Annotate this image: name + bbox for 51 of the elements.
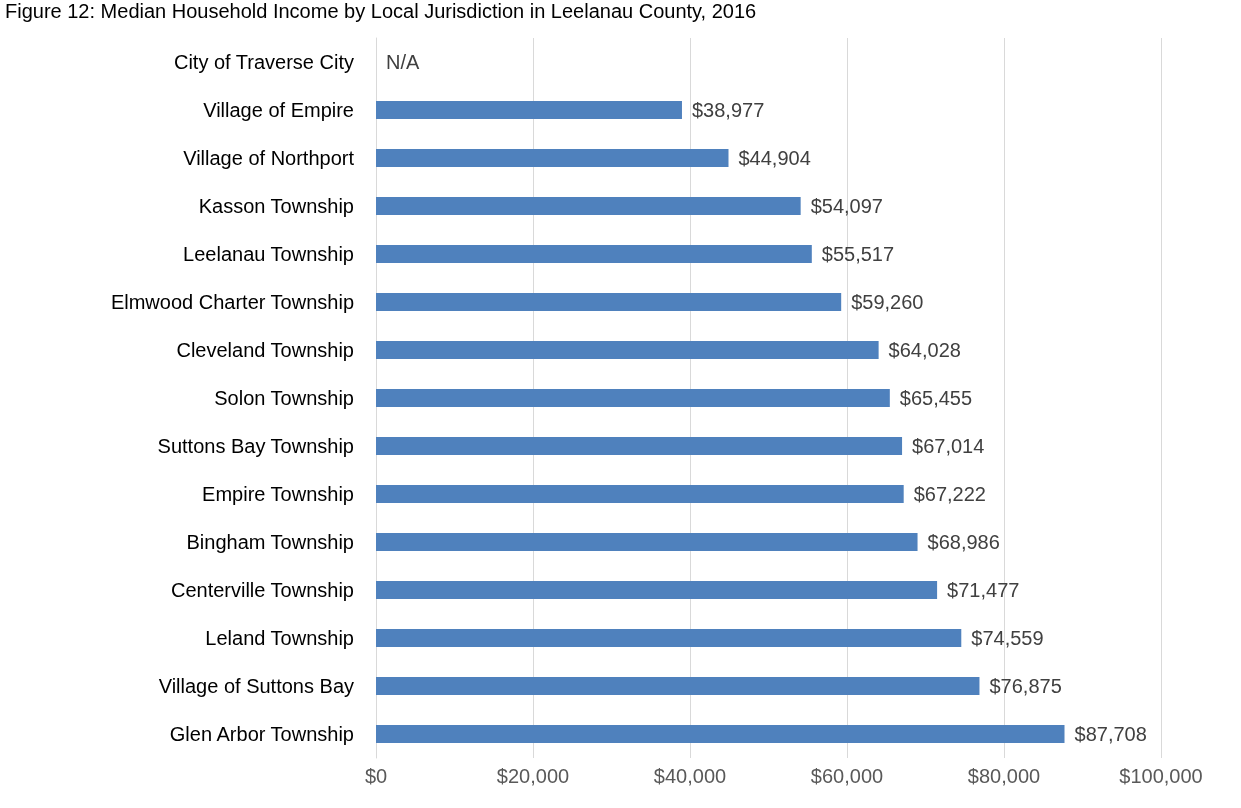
bar: [376, 293, 842, 311]
data-label: $38,977: [691, 99, 765, 121]
bar: [376, 197, 801, 215]
y-tick-label: Solon Township: [214, 387, 354, 409]
data-label: $67,014: [912, 435, 985, 457]
data-label: $65,455: [899, 387, 973, 409]
bar: [376, 485, 904, 503]
x-tick-label: $100,000: [1119, 765, 1203, 787]
y-tick-label: Leelanau Township: [183, 243, 354, 265]
x-tick-label: $60,000: [810, 765, 884, 787]
data-label: $71,477: [947, 579, 1020, 601]
y-tick-label: Empire Township: [202, 483, 354, 505]
y-tick-label: Village of Northport: [183, 147, 355, 169]
x-tick-label: $80,000: [967, 765, 1041, 787]
y-tick-label: Glen Arbor Township: [169, 723, 354, 745]
y-tick-label: Elmwood Charter Township: [110, 291, 354, 313]
y-tick-label: Suttons Bay Township: [157, 435, 354, 457]
data-label: $59,260: [851, 291, 924, 313]
y-tick-label: Cleveland Township: [176, 339, 354, 361]
bar: [376, 725, 1065, 743]
bar: [376, 533, 918, 551]
data-label: $67,222: [913, 483, 986, 505]
x-tick-label: $0: [364, 765, 388, 787]
chart-title: Figure 12: Median Household Income by Local Jurisdiction in Leelanau County, 2016: [5, 0, 757, 22]
y-tick-label: Leland Township: [205, 627, 354, 649]
data-label: $44,904: [738, 147, 811, 169]
data-label: $87,708: [1074, 723, 1147, 745]
data-label: $55,517: [821, 243, 895, 265]
y-tick-label: Village of Suttons Bay: [158, 675, 354, 697]
bar: [376, 629, 962, 647]
y-tick-label: Bingham Township: [186, 531, 354, 553]
data-label: $76,875: [989, 675, 1062, 697]
y-tick-label: Centerville Township: [170, 579, 354, 601]
bar: [376, 581, 938, 599]
y-tick-label: City of Traverse City: [173, 51, 354, 73]
data-label: $74,559: [971, 627, 1044, 649]
bar: [376, 677, 980, 695]
bar: [376, 389, 890, 407]
x-tick-label: $40,000: [653, 765, 727, 787]
data-label: $54,097: [810, 195, 883, 217]
bar: [376, 341, 879, 359]
bar: [376, 437, 903, 455]
text: N/A: [386, 51, 420, 73]
bar: [376, 245, 812, 263]
y-tick-label: Kasson Township: [198, 195, 354, 217]
x-tick-label: $20,000: [496, 765, 570, 787]
data-label: $68,986: [927, 531, 1000, 553]
data-label: $64,028: [888, 339, 961, 361]
bar: [376, 149, 729, 167]
bar: [376, 101, 682, 119]
y-tick-label: Village of Empire: [203, 99, 354, 121]
